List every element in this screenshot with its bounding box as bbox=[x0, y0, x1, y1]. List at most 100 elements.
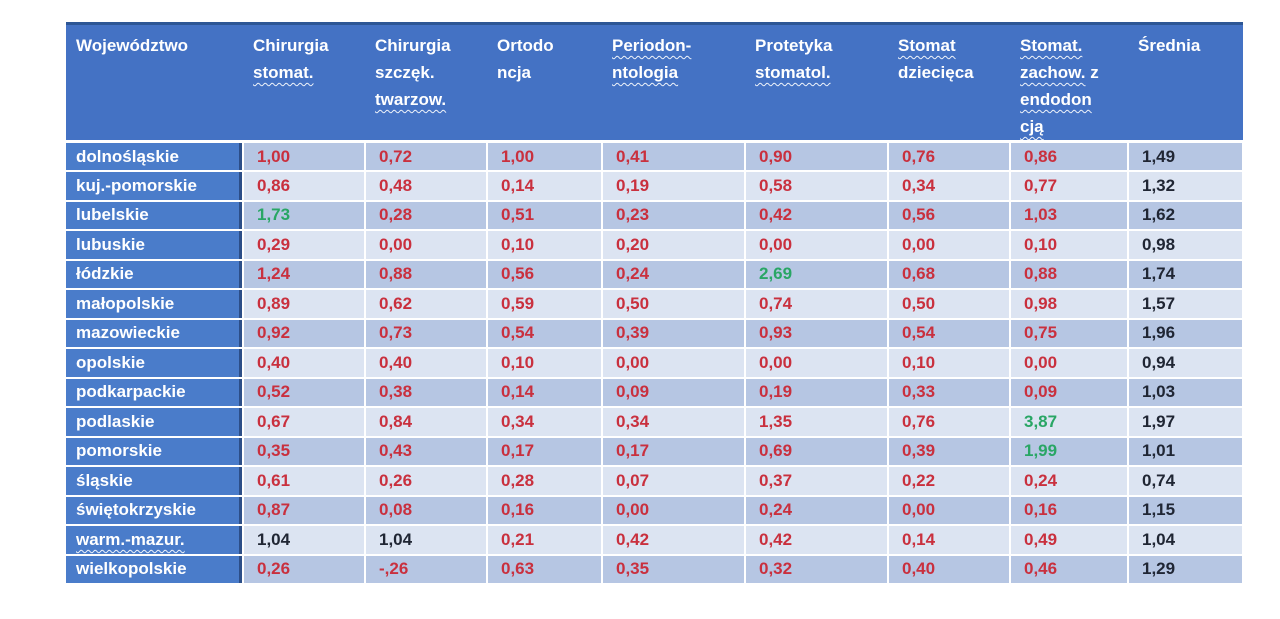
header-line: zachow. z bbox=[1020, 63, 1099, 82]
value-cell: 0,10 bbox=[486, 229, 603, 261]
header-row: Województwo Chirurgia stomat. Chirurgia szcz… bbox=[66, 22, 1243, 143]
value-cell: 0,56 bbox=[486, 258, 603, 290]
value-cell: 2,69 bbox=[744, 258, 889, 290]
value-cell: 0,69 bbox=[744, 435, 889, 467]
value-cell: 0,32 bbox=[744, 553, 889, 585]
header-line: szczęk. bbox=[375, 63, 435, 82]
row-label: podlaskie bbox=[66, 407, 243, 438]
value-cell: 0,17 bbox=[601, 435, 746, 467]
table-row: wielkopolskie 0,26 -,26 0,63 0,35 0,32 0,40 0,4… bbox=[66, 553, 1244, 585]
value-cell: 0,67 bbox=[242, 406, 366, 438]
value-cell: 0,48 bbox=[364, 170, 488, 202]
value-cell: 0,24 bbox=[601, 258, 746, 290]
value-cell: 0,46 bbox=[1009, 553, 1129, 585]
value-cell: 0,35 bbox=[242, 435, 366, 467]
value-cell: 1,00 bbox=[486, 140, 603, 172]
header-line: dziecięca bbox=[898, 63, 974, 82]
value-cell: 0,52 bbox=[242, 376, 366, 408]
header-line: Województwo bbox=[76, 36, 189, 55]
value-cell: 0,28 bbox=[364, 199, 488, 231]
value-cell: 0,33 bbox=[887, 376, 1011, 408]
value-cell: 0,54 bbox=[486, 317, 603, 349]
value-cell: 0,40 bbox=[242, 347, 366, 379]
value-cell: 0,24 bbox=[744, 494, 889, 526]
table-row: opolskie 0,40 0,40 0,10 0,00 0,00 0,10 0,00 0,94 bbox=[66, 347, 1244, 379]
value-cell: 1,97 bbox=[1127, 406, 1244, 438]
header-line: ncja bbox=[497, 63, 532, 82]
value-cell: 0,10 bbox=[486, 347, 603, 379]
value-cell: 0,38 bbox=[364, 376, 488, 408]
value-cell: 0,16 bbox=[486, 494, 603, 526]
value-cell: 0,29 bbox=[242, 229, 366, 261]
value-cell: 1,96 bbox=[1127, 317, 1244, 349]
value-cell: 0,17 bbox=[486, 435, 603, 467]
value-cell: 1,01 bbox=[1127, 435, 1244, 467]
value-cell: 0,75 bbox=[1009, 317, 1129, 349]
value-cell: 0,26 bbox=[242, 553, 366, 585]
table-row: pomorskie 0,35 0,43 0,17 0,17 0,69 0,39 1,99 1,0… bbox=[66, 435, 1244, 467]
value-cell: 0,00 bbox=[887, 494, 1011, 526]
value-cell: 0,24 bbox=[1009, 465, 1129, 497]
header-line: stomat. bbox=[253, 63, 314, 82]
value-cell: 0,41 bbox=[601, 140, 746, 172]
table-row: dolnośląskie 1,00 0,72 1,00 0,41 0,90 0,76 0,86… bbox=[66, 140, 1244, 172]
row-label: lubelskie bbox=[66, 200, 243, 231]
value-cell: 0,73 bbox=[364, 317, 488, 349]
col-header-protetyka-stomatol: Protetyka stomatol. bbox=[745, 22, 888, 143]
header-line: endodon bbox=[1020, 90, 1092, 109]
table-row: podkarpackie 0,52 0,38 0,14 0,09 0,19 0,33 0,09… bbox=[66, 376, 1244, 408]
row-label: świętokrzyskie bbox=[66, 495, 243, 526]
row-label: łódzkie bbox=[66, 259, 243, 290]
header-line: Ortodo bbox=[497, 36, 554, 55]
row-label: warm.-mazur. bbox=[66, 525, 243, 556]
value-cell: 0,09 bbox=[1009, 376, 1129, 408]
value-cell: 0,43 bbox=[364, 435, 488, 467]
row-label: małopolskie bbox=[66, 289, 243, 320]
header-line: ntologia bbox=[612, 63, 679, 82]
row-label: wielkopolskie bbox=[66, 554, 243, 585]
value-cell: 0,00 bbox=[744, 229, 889, 261]
value-cell: 0,19 bbox=[601, 170, 746, 202]
row-label: śląskie bbox=[66, 466, 243, 497]
table-row: warm.-mazur. 1,04 1,04 0,21 0,42 0,42 0,14 0,49… bbox=[66, 524, 1244, 556]
value-cell: 0,00 bbox=[744, 347, 889, 379]
value-cell: 0,74 bbox=[1127, 465, 1244, 497]
value-cell: 0,07 bbox=[601, 465, 746, 497]
table-row: lubelskie 1,73 0,28 0,51 0,23 0,42 0,56 1,03 1,6… bbox=[66, 199, 1244, 231]
value-cell: 1,00 bbox=[242, 140, 366, 172]
value-cell: 0,21 bbox=[486, 524, 603, 556]
value-cell: 0,50 bbox=[601, 288, 746, 320]
header-line: Protetyka bbox=[755, 36, 833, 55]
value-cell: 0,39 bbox=[601, 317, 746, 349]
value-cell: 0,56 bbox=[887, 199, 1011, 231]
value-cell: 1,35 bbox=[744, 406, 889, 438]
table-row: mazowieckie 0,92 0,73 0,54 0,39 0,93 0,54 0,75 1… bbox=[66, 317, 1244, 349]
value-cell: 0,34 bbox=[887, 170, 1011, 202]
value-cell: 0,00 bbox=[887, 229, 1011, 261]
value-cell: 0,58 bbox=[744, 170, 889, 202]
value-cell: 0,09 bbox=[601, 376, 746, 408]
value-cell: 1,73 bbox=[242, 199, 366, 231]
header-line: cją bbox=[1020, 117, 1044, 136]
value-cell: 0,08 bbox=[364, 494, 488, 526]
header-line: Chirurgia bbox=[253, 36, 329, 55]
value-cell: 0,14 bbox=[887, 524, 1011, 556]
row-label: pomorskie bbox=[66, 436, 243, 467]
value-cell: -,26 bbox=[364, 553, 488, 585]
table-row: małopolskie 0,89 0,62 0,59 0,50 0,74 0,50 0,98 1… bbox=[66, 288, 1244, 320]
value-cell: 0,34 bbox=[601, 406, 746, 438]
value-cell: 0,63 bbox=[486, 553, 603, 585]
col-header-srednia: Średnia bbox=[1128, 22, 1243, 143]
table-row: świętokrzyskie 0,87 0,08 0,16 0,00 0,24 0,00 0,… bbox=[66, 494, 1244, 526]
value-cell: 3,87 bbox=[1009, 406, 1129, 438]
value-cell: 0,98 bbox=[1009, 288, 1129, 320]
value-cell: 1,74 bbox=[1127, 258, 1244, 290]
value-cell: 0,92 bbox=[242, 317, 366, 349]
value-cell: 0,88 bbox=[364, 258, 488, 290]
header-line: Stomat bbox=[898, 36, 956, 55]
header-line: Średnia bbox=[1138, 36, 1201, 55]
value-cell: 0,89 bbox=[242, 288, 366, 320]
value-cell: 1,03 bbox=[1009, 199, 1129, 231]
value-cell: 1,57 bbox=[1127, 288, 1244, 320]
value-cell: 0,84 bbox=[364, 406, 488, 438]
